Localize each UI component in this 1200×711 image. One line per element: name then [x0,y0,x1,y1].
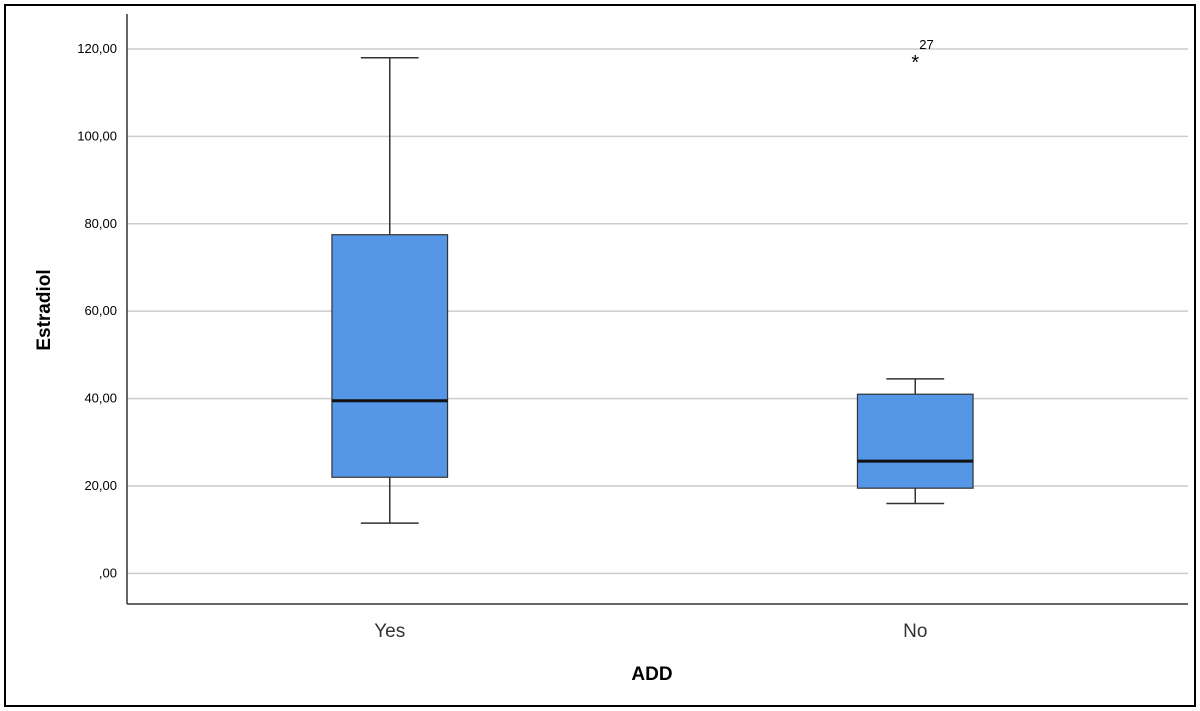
boxes: *27 [331,37,974,524]
box-yes [331,56,449,524]
y-tick-label: ,00 [99,565,117,580]
y-tick-label: 120,00 [77,41,117,56]
x-tick-label: Yes [374,621,405,642]
y-axis-title: Estradiol [34,269,55,350]
iqr-box [856,393,974,489]
x-tick-labels: Yes No [374,621,927,642]
x-axis-title: ADD [631,664,672,685]
iqr-box [331,234,449,478]
y-tick-label: 100,00 [77,128,117,143]
outlier-label: 27 [919,37,933,52]
box-no: *27 [856,37,974,505]
y-tick-labels: ,00 20,00 40,00 60,00 80,00 100,00 120,00 [77,41,117,580]
x-tick-label: No [903,621,927,642]
chart-frame [4,4,1196,707]
y-tick-label: 20,00 [84,478,117,493]
y-tick-label: 60,00 [84,303,117,318]
y-tick-label: 40,00 [84,391,117,406]
outlier-marker: * [911,52,919,74]
y-tick-label: 80,00 [84,216,117,231]
gridlines [127,48,1188,575]
